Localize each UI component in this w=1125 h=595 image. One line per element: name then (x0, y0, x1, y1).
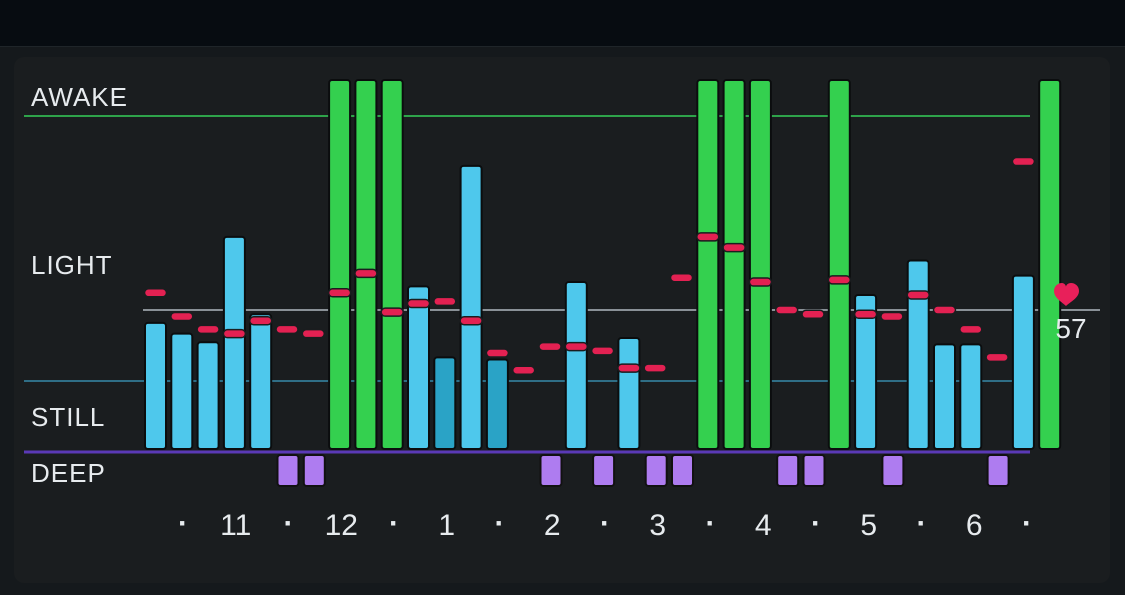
x-tick-label: 4 (755, 509, 772, 542)
awake-sleep-bar (380, 79, 404, 450)
light-sleep-bar (564, 281, 588, 450)
light-sleep-bar (854, 293, 878, 450)
light-sleep-bar (144, 321, 167, 450)
x-tick-label: 1 (438, 509, 455, 542)
heart-rate-mark (327, 288, 352, 298)
heart-rate-value: 57 (1055, 313, 1086, 344)
light-sleep-bar (906, 259, 930, 450)
light-sleep-bar (617, 336, 641, 450)
heart-rate-mark (722, 242, 746, 253)
deep-sleep-block (881, 454, 905, 487)
awake-sleep-bar (827, 79, 851, 450)
heart-rate-mark (617, 363, 641, 373)
x-tick-dot: · (706, 507, 716, 540)
heart-rate-mark (301, 328, 326, 339)
x-tick-label: 2 (544, 509, 561, 542)
heart-rate-mark (564, 341, 589, 352)
heart-rate-mark (459, 316, 483, 326)
deep-sleep-block (802, 454, 826, 487)
zone-label-still: STILL (31, 402, 105, 432)
awake-sleep-bar (696, 79, 720, 450)
heart-rate-mark (801, 309, 825, 320)
heart-rate-mark (774, 305, 799, 315)
heart-rate-mark (827, 275, 852, 285)
deep-sleep-block (539, 454, 563, 487)
awake-sleep-bar (354, 79, 378, 450)
heart-rate-mark (433, 296, 457, 307)
light-sleep-bar (959, 343, 983, 451)
x-tick-label: 12 (325, 509, 358, 542)
x-tick-dot: · (917, 507, 927, 540)
x-tick-dot: · (178, 507, 188, 540)
heart-rate-mark (932, 305, 957, 315)
deep-sleep-block (776, 454, 800, 487)
heart-rate-mark (669, 272, 694, 283)
x-tick-dot: · (495, 507, 505, 540)
light-sleep-bar (933, 343, 956, 451)
heart-rate-mark (643, 363, 667, 373)
deep-sleep-block (644, 454, 668, 487)
heart-rate-mark (143, 288, 168, 298)
deep-sleep-block (302, 454, 326, 487)
heart-rate-mark (748, 277, 773, 287)
x-tick-label: 6 (966, 509, 983, 542)
awake-sleep-bar (722, 79, 746, 450)
deep-sleep-block (592, 454, 616, 487)
x-tick-dot: · (389, 507, 399, 540)
x-tick-dot: · (284, 507, 294, 540)
heart-rate-mark (590, 346, 615, 356)
heart-icon (1054, 283, 1079, 306)
x-tick-dot: · (600, 507, 610, 540)
deep-sleep-block (986, 454, 1010, 487)
awake-sleep-bar (328, 79, 352, 450)
still-sleep-bar (485, 358, 509, 451)
zone-label-awake: AWAKE (31, 82, 128, 112)
x-tick-dot: · (811, 507, 821, 540)
light-sleep-bar (196, 341, 220, 451)
deep-sleep-block (671, 454, 694, 487)
heart-rate-mark (511, 365, 536, 375)
x-tick-dot: · (1022, 507, 1032, 540)
x-tick-label: 5 (860, 509, 877, 542)
heart-rate-mark (880, 311, 904, 322)
deep-sleep-block (276, 454, 300, 487)
awake-sleep-bar (748, 79, 772, 450)
heart-rate-mark (696, 232, 720, 242)
heart-rate-mark (1011, 156, 1036, 167)
light-sleep-bar (459, 164, 483, 450)
awake-sleep-bar (1038, 79, 1062, 450)
heart-rate-mark (959, 324, 983, 335)
heart-rate-mark (196, 324, 220, 335)
zone-label-light: LIGHT (31, 250, 113, 280)
heart-rate-mark (222, 328, 247, 339)
heart-rate-mark (485, 348, 510, 358)
heart-rate-mark (538, 341, 562, 352)
heart-rate-mark (380, 307, 404, 317)
still-sleep-bar (433, 356, 457, 451)
light-sleep-bar (249, 313, 273, 451)
light-sleep-bar (1011, 274, 1035, 450)
zone-label-deep: DEEP (31, 458, 106, 488)
heart-rate-mark (406, 298, 431, 309)
x-tick-label: 3 (649, 509, 666, 542)
light-sleep-bar (407, 285, 430, 451)
heart-rate-mark (170, 311, 194, 322)
light-sleep-bar (222, 235, 246, 450)
heart-rate-mark (275, 324, 299, 335)
heart-rate-mark (985, 352, 1009, 363)
heart-rate-mark (853, 309, 878, 320)
x-tick-label: 11 (220, 509, 251, 542)
heart-rate-mark (248, 316, 273, 326)
light-sleep-bar (170, 332, 194, 450)
heart-rate-mark (906, 290, 930, 300)
heart-rate-mark (354, 268, 378, 279)
